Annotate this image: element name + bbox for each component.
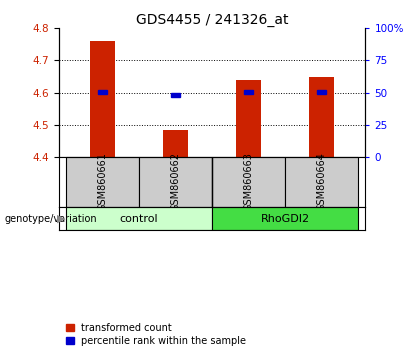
Title: GDS4455 / 241326_at: GDS4455 / 241326_at [136, 13, 289, 27]
Text: GSM860664: GSM860664 [317, 153, 327, 211]
Bar [244, 90, 253, 94]
Text: genotype/variation: genotype/variation [4, 213, 97, 224]
Legend: transformed count, percentile rank within the sample: transformed count, percentile rank withi… [66, 323, 246, 346]
Bar [66, 157, 139, 207]
Text: GSM860662: GSM860662 [171, 153, 181, 211]
Bar [309, 77, 334, 157]
Text: GSM860661: GSM860661 [97, 153, 108, 211]
Bar [66, 207, 212, 230]
Bar [212, 207, 358, 230]
Text: control: control [120, 213, 158, 224]
Bar [171, 93, 180, 97]
Text: GSM860663: GSM860663 [244, 153, 254, 211]
Bar [90, 40, 116, 157]
Bar [98, 90, 107, 94]
Text: RhoGDI2: RhoGDI2 [260, 213, 310, 224]
Bar [317, 90, 326, 94]
Bar [139, 157, 212, 207]
Bar [236, 80, 261, 157]
Text: ▶: ▶ [57, 213, 65, 224]
Bar [212, 157, 285, 207]
Bar [285, 157, 358, 207]
Bar [163, 130, 189, 157]
